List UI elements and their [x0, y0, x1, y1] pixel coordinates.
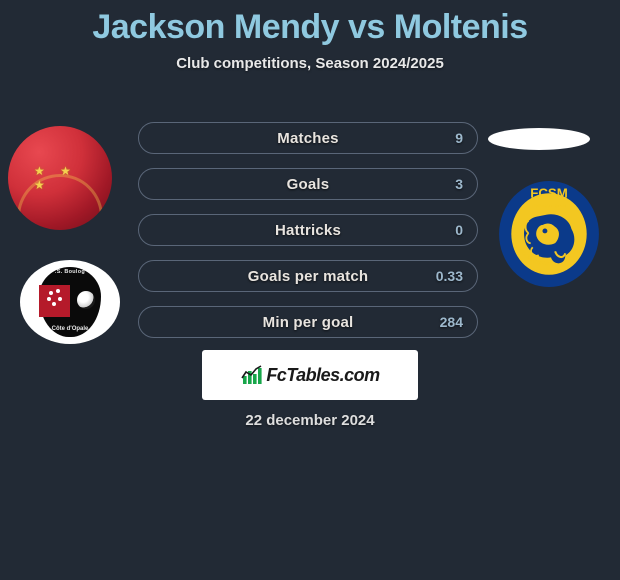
- date-label: 22 december 2024: [0, 412, 620, 429]
- page-subtitle: Club competitions, Season 2024/2025: [0, 55, 620, 72]
- stat-value-right: 3: [455, 176, 463, 192]
- fctables-logo[interactable]: FcTables.com: [202, 350, 418, 400]
- stat-label: Goals: [287, 176, 330, 193]
- stat-row: Matches 9: [138, 122, 478, 154]
- fctables-label: FcTables.com: [266, 365, 379, 386]
- stat-row: Goals per match 0.33: [138, 260, 478, 292]
- bar-chart-icon: [240, 364, 264, 386]
- stat-label: Min per goal: [263, 314, 354, 331]
- stat-label: Matches: [277, 130, 338, 147]
- club-left-badge: .S. Boulog Côte d'Opale: [20, 260, 120, 344]
- stat-row: Hattricks 0: [138, 214, 478, 246]
- page-title: Jackson Mendy vs Moltenis: [0, 0, 620, 47]
- club-left-top-text: .S. Boulog: [55, 269, 85, 275]
- stat-label: Goals per match: [248, 268, 369, 285]
- club-right-top-label: FCSM: [530, 185, 568, 200]
- stat-value-right: 284: [440, 314, 463, 330]
- stat-row: Min per goal 284: [138, 306, 478, 338]
- stat-row: Goals 3: [138, 168, 478, 200]
- club-right-mid1-label: FOOTBALL CLUB: [532, 204, 567, 209]
- stat-label: Hattricks: [275, 222, 341, 239]
- stat-value-right: 0: [455, 222, 463, 238]
- stat-value-right: 0.33: [436, 268, 463, 284]
- stat-value-right: 9: [455, 130, 463, 146]
- player-right-avatar: [488, 128, 590, 150]
- club-left-bottom-text: Côte d'Opale: [52, 326, 89, 332]
- stats-list: Matches 9 Goals 3 Hattricks 0 Goals per …: [138, 122, 478, 352]
- player-left-avatar: [8, 126, 112, 230]
- club-right-badge: FCSM FOOTBALL CLUB SOCHAUX-MONTBÉLIARD: [498, 180, 600, 288]
